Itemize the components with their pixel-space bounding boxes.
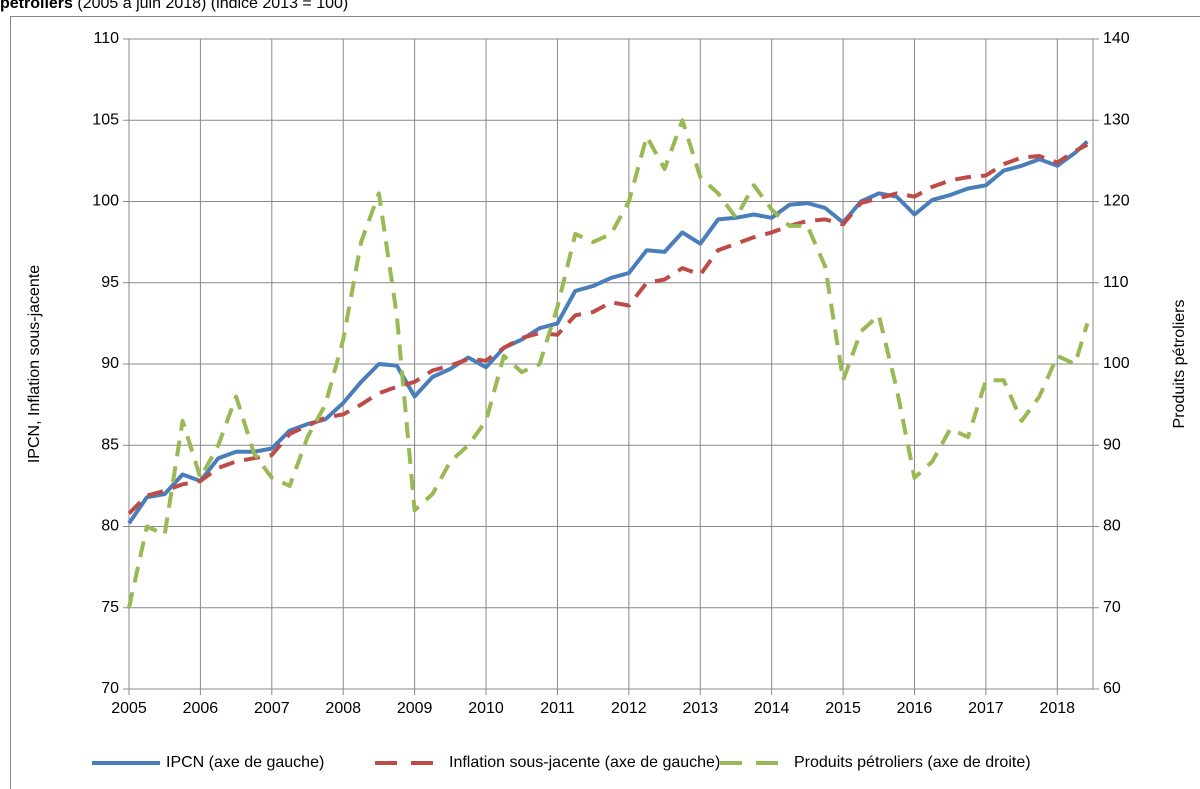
y-tick-label: 110 (93, 30, 119, 47)
y2-tick-label: 70 (1103, 599, 1121, 616)
x-tick-label: 2007 (254, 700, 290, 717)
plot-frame (128, 38, 1094, 690)
x-tick-label: 2006 (183, 700, 219, 717)
y2-tick-label: 140 (1103, 30, 1130, 47)
x-tick-label: 2018 (1039, 700, 1075, 717)
x-tick-label: 2009 (397, 700, 433, 717)
y-tick-label: 85 (101, 436, 119, 453)
series-line (127, 118, 1090, 609)
y2-tick-label: 60 (1103, 680, 1121, 697)
y2-axis-label: Produits pétroliers (1171, 300, 1188, 429)
chart-title: pétroliers (2005 à juin 2018) (indice 20… (0, 0, 348, 12)
y-tick-label: 75 (101, 599, 119, 616)
legend-label: Produits pétroliers (axe de droite) (794, 754, 1031, 771)
x-tick-label: 2014 (754, 700, 790, 717)
y-tick-label: 100 (92, 193, 119, 210)
legend-label: IPCN (axe de gauche) (166, 754, 324, 771)
x-tick-label: 2008 (325, 700, 361, 717)
x-tick-label: 2005 (111, 700, 147, 717)
y-tick-label: 90 (101, 355, 119, 372)
y-tick-label: 80 (101, 518, 119, 535)
x-tick-label: 2010 (468, 700, 504, 717)
x-tick-label: 2015 (825, 700, 861, 717)
legend-label: Inflation sous-jacente (axe de gauche) (449, 754, 720, 771)
title-bold: pétroliers (0, 0, 73, 12)
series-line (127, 142, 1089, 515)
x-tick-label: 2012 (611, 700, 647, 717)
y2-tick-label: 130 (1103, 111, 1130, 128)
y2-tick-label: 80 (1103, 518, 1121, 535)
y-tick-label: 70 (101, 680, 119, 697)
y2-tick-label: 100 (1103, 355, 1130, 372)
y-axis-label: IPCN, Inflation sous-jacente (26, 265, 43, 463)
x-tick-label: 2017 (968, 700, 1004, 717)
title-rest: (2005 à juin 2018) (indice 2013 = 100) (77, 0, 348, 12)
y-tick-label: 105 (92, 111, 119, 128)
y2-tick-label: 110 (1103, 274, 1129, 291)
series-line (127, 139, 1089, 525)
x-tick-label: 2013 (682, 700, 718, 717)
x-tick-label: 2016 (897, 700, 933, 717)
y-tick-label: 95 (101, 274, 119, 291)
y2-tick-label: 120 (1103, 193, 1130, 210)
x-tick-label: 2011 (540, 700, 575, 717)
y2-tick-label: 90 (1103, 436, 1121, 453)
chart-frame (10, 16, 1200, 789)
